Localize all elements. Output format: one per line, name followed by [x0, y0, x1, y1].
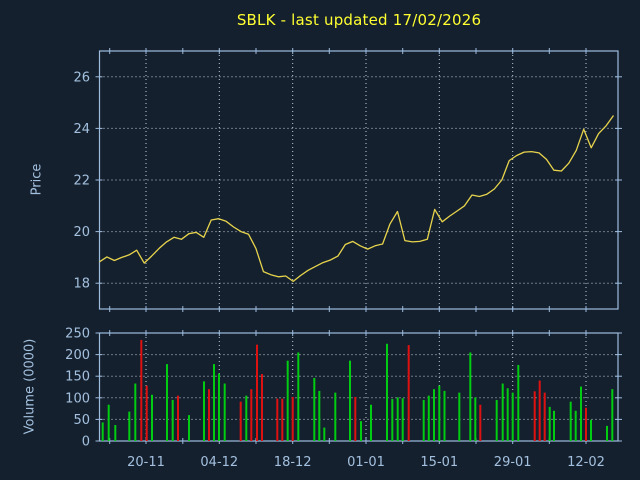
- volume-bar-up: [506, 388, 509, 441]
- volume-bar-down: [291, 396, 294, 441]
- volume-bar-up: [495, 399, 498, 441]
- volume-tick-label: 50: [73, 413, 90, 428]
- x-tick-label: 29-01: [494, 455, 532, 470]
- volume-bar-up: [114, 425, 117, 441]
- volume-bar-up: [474, 397, 477, 441]
- volume-bar-down: [479, 404, 482, 441]
- volume-bar-up: [443, 390, 446, 441]
- volume-bar-up: [511, 392, 514, 441]
- price-line: [99, 115, 615, 283]
- volume-bar-down: [281, 398, 284, 441]
- volume-bar-up: [611, 389, 614, 441]
- volume-bar-up: [218, 373, 220, 441]
- volume-bar-up: [569, 401, 572, 441]
- x-tick-label: 18-12: [274, 455, 312, 470]
- volume-bar-down: [261, 374, 263, 441]
- volume-bar-up: [188, 415, 190, 441]
- volume-bar-up: [396, 397, 399, 441]
- price-tick-label: 20: [73, 225, 90, 240]
- volume-bar-up: [318, 390, 321, 441]
- volume-tick-label: 200: [65, 348, 90, 363]
- volume-bar-up: [370, 404, 372, 441]
- volume-tick-label: 150: [65, 370, 90, 385]
- x-tick-label: 01-01: [347, 455, 385, 470]
- volume-bar-up: [134, 383, 137, 441]
- volume-bar-up: [422, 399, 425, 441]
- volume-bar-up: [458, 392, 461, 441]
- volume-bar-down: [543, 392, 546, 441]
- volume-bar-down: [533, 391, 536, 441]
- volume-bar-up: [401, 398, 404, 441]
- volume-bar-down: [407, 345, 410, 441]
- volume-bar-down: [585, 407, 587, 441]
- volume-bar-up: [128, 411, 131, 441]
- volume-bar-up: [101, 422, 104, 441]
- volume-bar-up: [223, 383, 226, 441]
- volume-bar-up: [166, 364, 168, 441]
- volume-bar-up: [438, 385, 441, 441]
- volume-bar-up: [313, 377, 316, 441]
- volume-bar-up: [574, 410, 577, 441]
- volume-bar-up: [349, 360, 351, 441]
- volume-bar-up: [469, 352, 472, 441]
- x-tick-label: 12-02: [567, 455, 605, 470]
- chart-title: SBLK - last updated 17/02/2026: [236, 11, 482, 29]
- volume-chart-panel: [98, 332, 619, 442]
- volume-bar-down: [177, 395, 179, 441]
- volume-tick-label: 100: [65, 391, 90, 406]
- volume-bar-up: [107, 404, 110, 441]
- volume-tick-label: 0: [82, 435, 90, 450]
- volume-bar-down: [208, 389, 210, 441]
- volume-bar-down: [239, 401, 242, 441]
- volume-bar-up: [517, 364, 520, 441]
- volume-bar-down: [538, 380, 541, 441]
- volume-bar-up: [297, 352, 300, 441]
- x-tick-label: 04-12: [200, 455, 238, 470]
- volume-bar-up: [580, 386, 582, 441]
- x-tick-label: 20-11: [127, 455, 165, 470]
- volume-bar-up: [590, 419, 592, 441]
- price-tick-label: 26: [73, 70, 90, 85]
- volume-bar-up: [501, 383, 504, 441]
- x-tick-label: 15-01: [420, 455, 458, 470]
- volume-bar-down: [354, 396, 357, 441]
- price-tick-label: 18: [73, 277, 90, 292]
- volume-bar-up: [427, 395, 430, 441]
- volume-bar-up: [245, 395, 248, 441]
- volume-bar-down: [250, 389, 253, 441]
- volume-bar-up: [203, 381, 205, 441]
- price-tick-label: 22: [73, 174, 90, 189]
- volume-bar-up: [553, 410, 555, 441]
- volume-bar-up: [360, 421, 362, 441]
- volume-bar-down: [140, 339, 143, 441]
- volume-bar-up: [386, 343, 388, 441]
- volume-bar-up: [433, 389, 435, 441]
- price-tick-label: 24: [73, 122, 90, 137]
- volume-bar-down: [276, 398, 279, 441]
- volume-bar-up: [323, 427, 326, 441]
- volume-bar-down: [256, 344, 258, 441]
- volume-bar-up: [286, 360, 289, 441]
- volume-bar-up: [334, 392, 337, 441]
- volume-bar-down: [145, 385, 148, 441]
- volume-bar-up: [151, 394, 153, 441]
- volume-tick-label: 250: [65, 327, 90, 342]
- volume-bar-up: [213, 364, 215, 441]
- volume-bar-up: [391, 399, 394, 441]
- volume-bar-up: [606, 425, 608, 441]
- volume-bar-up: [548, 406, 551, 441]
- volume-bar-up: [171, 399, 174, 441]
